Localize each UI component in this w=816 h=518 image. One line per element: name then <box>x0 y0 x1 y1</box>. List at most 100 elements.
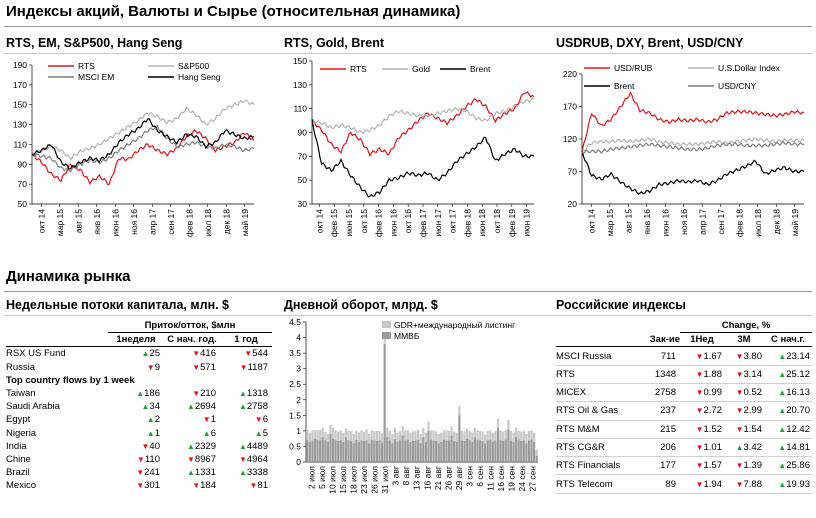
y-tick-label: 190 <box>13 60 27 70</box>
arrow-down-icon: ▼ <box>192 389 201 399</box>
arrow-down-icon: ▼ <box>238 454 247 464</box>
bar-mmvb <box>355 439 358 462</box>
bar-mmvb <box>406 439 409 462</box>
x-tick-label: фев 19 <box>507 209 517 237</box>
x-tick-label: 23 июл <box>359 466 369 494</box>
table-row: Taiwan ▲186 ▼210 ▲1318 <box>6 387 272 400</box>
bar-gdr <box>414 430 417 441</box>
bar-gdr <box>463 431 466 441</box>
cell-value: 40 <box>149 440 160 452</box>
bar-gdr <box>535 449 538 456</box>
cell-value: 16.13 <box>786 387 810 399</box>
bar-mmvb <box>466 438 469 462</box>
arrow-down-icon: ▼ <box>141 441 150 451</box>
y-tick-label: 0.5 <box>289 441 301 451</box>
legend-label: Brent <box>470 64 491 74</box>
table-row: Mexico ▼301 ▼184 ▼81 <box>6 479 272 492</box>
cell-value: 301 <box>144 480 160 492</box>
cell-value: 184 <box>200 480 216 492</box>
bar-gdr <box>424 432 427 442</box>
x-tick-label: окт 15 <box>359 209 369 234</box>
x-tick-label: 13 авг <box>412 466 422 490</box>
row-label: Chine <box>6 453 31 465</box>
flows-header: Приток/отток, $млн <box>108 319 272 334</box>
bar-gdr <box>455 432 458 442</box>
arrow-up-icon: ▲ <box>186 441 195 451</box>
arrow-down-icon: ▼ <box>695 479 704 489</box>
arrow-down-icon: ▼ <box>202 415 211 425</box>
flows-col: 1неделя <box>116 334 156 346</box>
y-tick-label: 1 <box>296 426 301 436</box>
table-row: RTS Financials 177 ▼1.57 ▼1.39 ▲25.86 <box>556 457 812 475</box>
bar-gdr <box>368 434 371 444</box>
bar-mmvb <box>471 441 474 462</box>
arrow-down-icon: ▼ <box>695 388 704 398</box>
flows-col: 1 год <box>234 334 258 346</box>
bar-gdr <box>486 430 489 441</box>
legend-label: GDR+международный листинг <box>394 320 515 330</box>
arrow-down-icon: ▼ <box>735 369 744 379</box>
bar-gdr <box>496 418 500 428</box>
arrow-down-icon: ▼ <box>249 481 258 491</box>
arrow-down-icon: ▼ <box>735 388 744 398</box>
bar-mmvb <box>527 440 531 462</box>
arrow-down-icon: ▼ <box>244 349 253 359</box>
bar-mmvb <box>481 440 484 462</box>
bar-mmvb <box>522 440 525 462</box>
indices-header: Change, % <box>680 319 812 334</box>
chart1-svg: 50 70 90 110 130 150 170 190 окт 14 мар 15 авг 15 я… <box>13 60 255 237</box>
bar-gdr <box>337 431 340 441</box>
y-tick-label: 120 <box>563 134 577 144</box>
arrow-down-icon: ▼ <box>735 461 744 471</box>
row-label: Taiwan <box>6 388 36 400</box>
bar-gdr <box>399 430 402 441</box>
bar-mmvb <box>357 441 360 462</box>
bar-mmvb <box>347 440 350 462</box>
bar-mmvb <box>512 441 515 462</box>
x-tick-label: фев 17 <box>418 209 428 237</box>
cell-value: 1.52 <box>703 423 723 435</box>
bar-mmvb <box>455 441 458 462</box>
bar-gdr <box>478 430 482 441</box>
cell-value: 7.88 <box>743 478 763 490</box>
cell-value: 20.70 <box>786 405 810 417</box>
legend-label: RTS <box>350 64 367 74</box>
row-label: MSCI Russia <box>556 350 612 362</box>
legend-label: MSCI EM <box>78 72 114 82</box>
cell-value: 2694 <box>194 401 216 413</box>
bar-gdr <box>391 434 394 444</box>
bar-mmvb <box>360 440 363 462</box>
arrow-up-icon: ▲ <box>186 402 195 412</box>
bar-mmvb <box>319 440 322 462</box>
x-tick-label: янв 16 <box>92 209 102 235</box>
close-value: 2758 <box>654 387 676 399</box>
bar-gdr <box>484 434 487 444</box>
bar-gdr <box>360 430 363 441</box>
x-tick-label: авг 15 <box>73 209 83 233</box>
cell-value: 8967 <box>194 453 216 465</box>
bar-mmvb <box>368 443 371 462</box>
indices-title: Российские индексы <box>556 298 686 312</box>
divider <box>4 53 812 54</box>
bar-mmvb <box>478 440 482 462</box>
bar-mmvb <box>442 439 445 462</box>
bar-gdr <box>342 432 345 442</box>
y-tick-label: 2.5 <box>289 379 301 389</box>
indices-col: 3М <box>737 334 751 346</box>
cell-value: 571 <box>200 361 216 373</box>
bar-gdr <box>406 430 409 440</box>
bar-mmvb <box>486 440 489 462</box>
x-tick-label: фев 18 <box>734 209 744 237</box>
cell-value: 544 <box>252 348 268 360</box>
arrow-up-icon: ▲ <box>778 461 787 471</box>
turnover-title: Дневной оборот, млрд. $ <box>284 298 438 312</box>
section-title-indices: Индексы акций, Валюты и Сырье (относител… <box>6 3 461 20</box>
table-row: MICEX 2758 ▼0.99 ▼0.52 ▲16.13 <box>556 383 812 402</box>
bar-mmvb <box>411 440 415 462</box>
bar-gdr <box>515 427 518 438</box>
bar-gdr <box>404 430 407 441</box>
arrow-up-icon: ▲ <box>778 369 787 379</box>
arrow-down-icon: ▼ <box>695 406 704 416</box>
x-tick-label: 16 авг <box>422 466 432 490</box>
bar-gdr <box>306 429 309 441</box>
